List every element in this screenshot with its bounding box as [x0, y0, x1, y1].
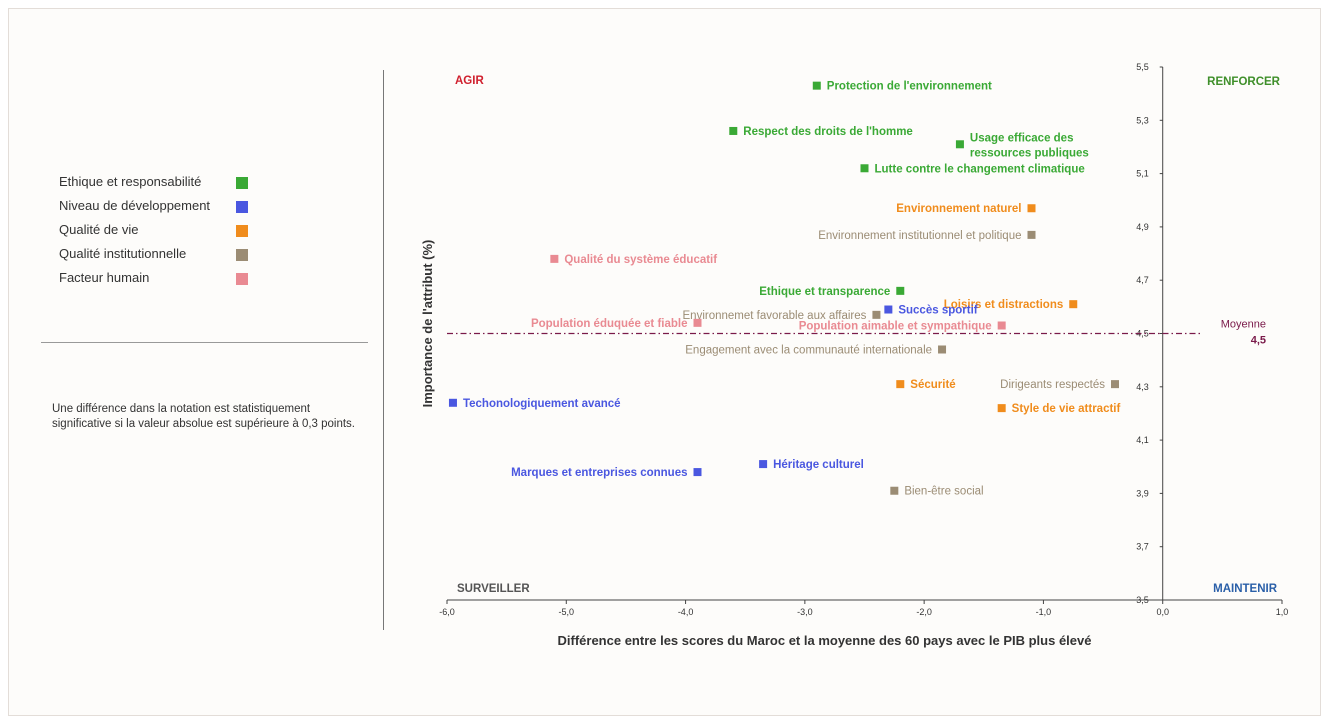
data-point-label: Marques et entreprises connues	[511, 467, 687, 479]
data-point-label: Environnemet favorable aux affaires	[683, 310, 867, 322]
divider	[41, 342, 368, 343]
data-point	[997, 321, 1006, 330]
data-point-label: Usage efficace des	[970, 132, 1074, 144]
data-point-label: Succès sportif	[898, 305, 977, 317]
legend-item-institutionnelle: Qualité institutionnelle	[59, 242, 259, 266]
y-tick-label: 3,7	[1136, 542, 1149, 552]
data-point	[550, 254, 559, 263]
chart-panel	[8, 8, 1321, 716]
data-point-label: Bien-être social	[904, 486, 983, 498]
legend-label: Qualité de vie	[59, 222, 139, 237]
data-point-label: Ethique et transparence	[759, 286, 890, 298]
data-point-label: Sécurité	[910, 379, 955, 391]
data-point-label: ressources publiques	[970, 147, 1089, 159]
data-point	[884, 305, 893, 314]
legend-item-facteur-humain: Facteur humain	[59, 266, 259, 290]
mean-value-label: 4,5	[1251, 335, 1266, 347]
data-point	[693, 468, 702, 477]
legend-swatch	[236, 177, 248, 189]
significance-note: Une différence dans la notation est stat…	[52, 403, 356, 430]
x-tick-label: -5,0	[559, 607, 575, 617]
legend-label: Qualité institutionnelle	[59, 246, 187, 261]
data-point	[997, 404, 1006, 413]
data-point	[890, 486, 899, 495]
y-tick-label: 3,5	[1136, 595, 1149, 605]
data-point	[1111, 380, 1119, 389]
x-tick-label: -4,0	[678, 607, 694, 617]
data-point	[860, 164, 869, 173]
data-point	[938, 345, 947, 354]
legend-swatch	[236, 249, 248, 261]
data-point-label: Population aimable et sympathique	[799, 321, 992, 333]
data-point-label: Style de vie attractif	[1012, 403, 1121, 415]
data-point	[896, 286, 905, 295]
legend-label: Niveau de développement	[59, 198, 211, 213]
data-point-label: Loisirs et distractions	[944, 299, 1064, 311]
y-axis-label: Importance de l'attribut (%)	[420, 240, 435, 408]
data-point	[955, 140, 964, 149]
x-tick-label: 0,0	[1156, 607, 1169, 617]
data-point	[812, 81, 821, 90]
data-point-label: Lutte contre le changement climatique	[875, 163, 1085, 175]
quadrant-label-surveiller: SURVEILLER	[457, 583, 530, 595]
data-point-label: Population éduquée et fiable	[531, 318, 688, 330]
legend-item-developpement: Niveau de développement	[59, 194, 259, 218]
y-tick-label: 4,1	[1136, 435, 1149, 445]
data-point	[693, 318, 702, 327]
data-point	[872, 310, 881, 319]
data-point-label: Qualité du système éducatif	[564, 254, 717, 266]
quadrant-label-maintenir: MAINTENIR	[1213, 583, 1278, 595]
y-tick-label: 5,5	[1136, 62, 1149, 72]
data-point-label: Dirigeants respectés	[1000, 379, 1105, 391]
quadrant-label-renforcer: RENFORCER	[1207, 76, 1281, 88]
x-axis-label: Différence entre les scores du Maroc et …	[558, 633, 1092, 648]
x-tick-label: -1,0	[1036, 607, 1052, 617]
data-point	[1027, 230, 1036, 239]
x-tick-label: 1,0	[1276, 607, 1289, 617]
x-tick-label: -6,0	[439, 607, 455, 617]
data-point	[448, 398, 457, 407]
legend-label: Facteur humain	[59, 270, 150, 285]
data-point-label: Environnement naturel	[896, 203, 1021, 215]
legend-swatch	[236, 201, 248, 213]
legend-item-qualite-vie: Qualité de vie	[59, 218, 259, 242]
legend-label: Ethique et responsabilité	[59, 174, 202, 189]
x-tick-label: -3,0	[797, 607, 813, 617]
legend: Ethique et responsabilité Niveau de déve…	[59, 170, 259, 290]
y-tick-label: 4,5	[1136, 329, 1149, 339]
y-tick-label: 5,3	[1136, 115, 1149, 125]
y-tick-label: 4,7	[1136, 275, 1149, 285]
legend-swatch	[236, 273, 248, 285]
y-tick-label: 5,1	[1136, 169, 1149, 179]
data-point-label: Techonologiquement avancé	[463, 398, 621, 410]
x-tick-label: -2,0	[916, 607, 932, 617]
data-point-label: Respect des droits de l'homme	[743, 126, 913, 138]
vertical-divider	[383, 70, 384, 630]
data-point	[729, 126, 738, 135]
data-point	[896, 380, 905, 389]
mean-label: Moyenne	[1221, 319, 1266, 331]
data-point-label: Environnement institutionnel et politiqu…	[818, 230, 1021, 242]
data-point	[759, 460, 768, 469]
y-tick-label: 3,9	[1136, 488, 1149, 498]
data-point	[1027, 204, 1036, 213]
legend-item-ethique: Ethique et responsabilité	[59, 170, 259, 194]
data-point-label: Héritage culturel	[773, 459, 864, 471]
quadrant-label-agir: AGIR	[455, 75, 484, 87]
data-point-label: Protection de l'environnement	[827, 81, 992, 93]
legend-swatch	[236, 225, 248, 237]
y-tick-label: 4,9	[1136, 222, 1149, 232]
data-point-label: Engagement avec la communauté internatio…	[685, 344, 932, 356]
data-point	[1069, 300, 1078, 309]
y-tick-label: 4,3	[1136, 382, 1149, 392]
